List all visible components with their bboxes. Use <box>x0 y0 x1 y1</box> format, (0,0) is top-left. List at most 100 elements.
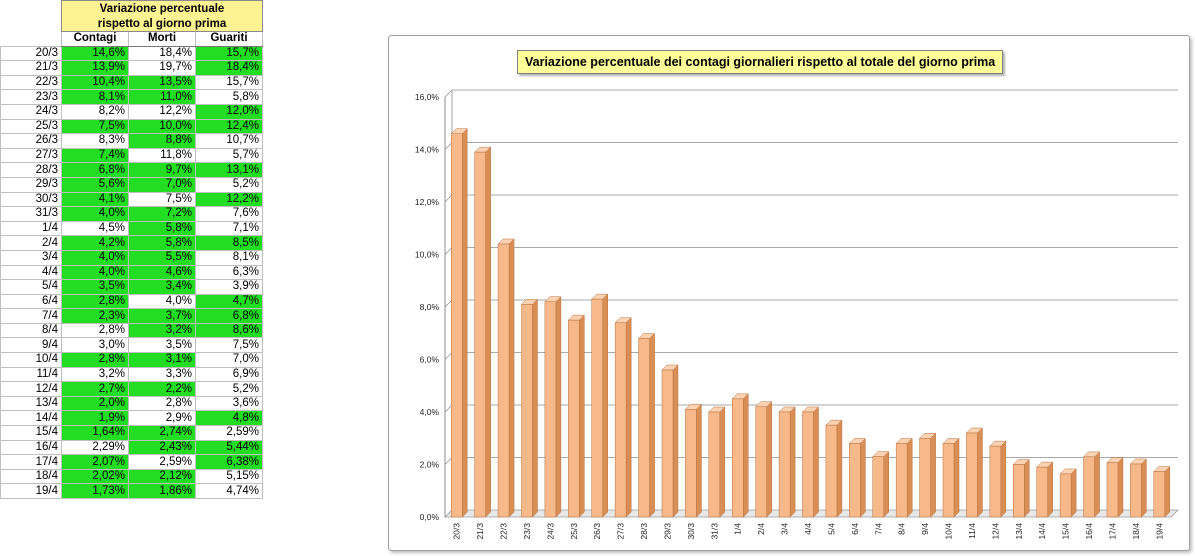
cell-contagi: 2,07% <box>61 454 129 470</box>
x-tick-label: 28/3 <box>639 523 649 540</box>
bar-front <box>544 301 557 518</box>
row-date: 6/4 <box>0 293 62 310</box>
bar-side <box>555 296 562 518</box>
row-date: 9/4 <box>0 337 62 354</box>
cell-contagi: 2,29% <box>61 439 129 456</box>
bar-side <box>883 451 890 518</box>
bar-front <box>966 432 978 518</box>
bar <box>1012 458 1030 518</box>
bar <box>708 406 726 518</box>
row-date: 20/3 <box>0 45 62 62</box>
x-tick-label: 31/3 <box>709 523 719 540</box>
bar <box>520 298 539 518</box>
cell-guariti: 3,6% <box>195 395 263 412</box>
cell-guariti: 6,9% <box>195 366 263 383</box>
bar <box>778 406 796 518</box>
cell-morti: 2,2% <box>128 381 196 397</box>
row-date: 21/3 <box>0 60 62 76</box>
cell-morti: 11,8% <box>128 147 196 164</box>
table-row: 30/3 4,1% 7,5% 12,2% <box>0 191 263 208</box>
row-date: 4/4 <box>0 264 62 281</box>
y-tick-label: 0,0% <box>420 512 440 522</box>
bar <box>684 403 703 518</box>
gridline-diag <box>444 352 453 360</box>
bar-side <box>485 146 491 518</box>
table-row: 21/3 13,9% 19,7% 18,4% <box>0 60 263 76</box>
y-tick-label: 8,0% <box>420 302 440 312</box>
x-tick-label: 22/3 <box>499 523 509 540</box>
bar <box>848 437 866 518</box>
row-date: 5/4 <box>0 279 62 295</box>
bar <box>1036 461 1054 518</box>
table-title-line2: rispetto al giorno prima <box>61 16 263 32</box>
cell-contagi: 1,64% <box>61 425 129 441</box>
bar <box>1106 457 1124 518</box>
cell-morti: 5,8% <box>128 220 196 237</box>
cell-morti: 18,4% <box>128 45 196 62</box>
cell-morti: 2,9% <box>128 410 196 427</box>
x-tick-label: 17/4 <box>1107 523 1117 540</box>
x-tick-label: 12/4 <box>990 523 1000 540</box>
cell-guariti: 15,7% <box>195 45 263 62</box>
table-row: 8/4 2,8% 3,2% 8,6% <box>0 322 263 339</box>
cell-morti: 7,0% <box>128 176 196 193</box>
cell-contagi: 2,3% <box>61 308 129 324</box>
table-row: 12/4 2,7% 2,2% 5,2% <box>0 381 263 397</box>
bar <box>872 451 890 518</box>
row-date: 19/4 <box>0 483 62 499</box>
bar <box>567 314 585 518</box>
bar-front <box>474 151 486 518</box>
bar-front <box>872 456 885 518</box>
cell-guariti: 15,7% <box>195 74 263 91</box>
bar-front <box>614 322 627 518</box>
y-tick-label: 10,0% <box>415 250 440 260</box>
row-date: 30/3 <box>0 191 62 208</box>
cell-contagi: 4,5% <box>61 220 129 237</box>
cell-guariti: 8,5% <box>195 235 263 251</box>
cell-guariti: 5,8% <box>195 89 263 105</box>
cell-guariti: 6,38% <box>195 454 263 470</box>
y-tick-label: 4,0% <box>420 407 440 417</box>
cell-contagi: 7,5% <box>61 118 129 135</box>
cell-guariti: 13,1% <box>195 162 263 178</box>
bar-side <box>1164 465 1171 518</box>
cell-contagi: 10,4% <box>61 74 129 91</box>
bar <box>637 332 656 518</box>
column-header: Contagi <box>61 31 129 47</box>
bar-front <box>849 443 861 518</box>
row-date: 7/4 <box>0 308 62 324</box>
cell-guariti: 8,1% <box>195 249 263 266</box>
row-date: 10/4 <box>0 352 62 368</box>
bar-front <box>731 398 744 518</box>
bar-side <box>719 406 726 518</box>
x-tick-label: 20/3 <box>452 523 462 540</box>
bar-front <box>591 298 603 518</box>
x-tick-label: 2/4 <box>756 523 766 535</box>
table-corner-cell <box>0 16 62 32</box>
x-tick-label: 5/4 <box>826 523 836 535</box>
cell-contagi: 3,5% <box>61 279 129 295</box>
cell-morti: 11,0% <box>128 89 196 105</box>
bar-side <box>1047 461 1053 518</box>
row-date: 2/4 <box>0 235 62 251</box>
row-date: 24/3 <box>0 103 62 120</box>
x-tick-label: 25/3 <box>569 523 579 540</box>
x-tick-label: 19/4 <box>1154 523 1164 540</box>
table-row: 5/4 3,5% 3,4% 3,9% <box>0 279 263 295</box>
x-tick-label: 26/3 <box>592 523 602 540</box>
y-tick-label: 6,0% <box>420 355 440 365</box>
bar-side <box>930 432 936 518</box>
x-tick-label: 27/3 <box>616 523 626 540</box>
bar <box>801 406 820 518</box>
cell-guariti: 10,7% <box>195 133 263 149</box>
row-date: 1/4 <box>0 220 62 237</box>
cell-contagi: 2,7% <box>61 381 129 397</box>
row-date: 17/4 <box>0 454 62 470</box>
column-header: Guariti <box>195 31 263 47</box>
cell-guariti: 6,8% <box>195 308 263 324</box>
column-header: Morti <box>128 31 196 47</box>
bar <box>965 427 984 518</box>
x-tick-label: 30/3 <box>686 523 696 540</box>
cell-morti: 2,12% <box>128 468 196 485</box>
cell-contagi: 7,4% <box>61 147 129 164</box>
